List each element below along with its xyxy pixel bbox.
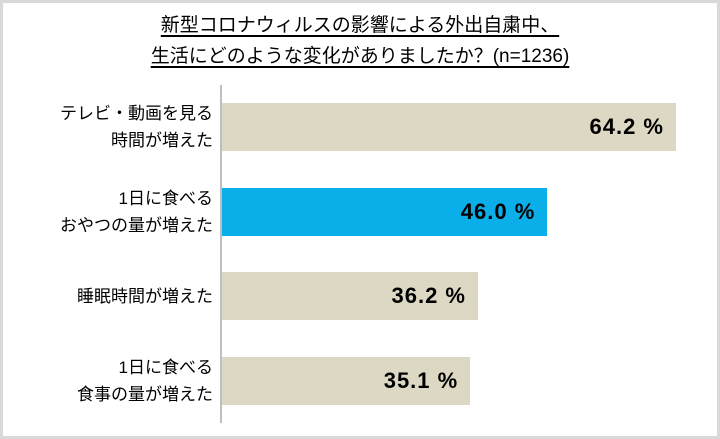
bar-cell: 36.2 %	[222, 272, 717, 321]
bar-cell: 46.0 %	[222, 187, 717, 236]
chart-title-line-2: 生活にどのような変化がありましたか？(n=1236)	[3, 41, 717, 72]
bar: 36.2 %	[222, 272, 478, 321]
bar-cell: 64.2 %	[222, 103, 717, 152]
value-label: 46.0 %	[460, 198, 536, 224]
bar: 64.2 %	[222, 103, 676, 152]
chart-title-text-1: 新型コロナウィルスの影響による外出自粛中、	[160, 15, 560, 36]
bar-cell: 35.1 %	[222, 356, 717, 405]
category-label: 1日に食べる 食事の量が増えた	[77, 357, 213, 404]
value-label: 35.1 %	[383, 367, 459, 393]
category-label: 睡眠時間が増えた	[77, 286, 213, 306]
bar: 35.1 %	[222, 356, 471, 405]
value-label: 36.2 %	[391, 283, 466, 309]
chart-row: 1日に食べる 食事の量が増えた 35.1 %	[3, 339, 717, 424]
chart-title-text-2: 生活にどのような変化がありましたか？(n=1236)	[150, 46, 570, 67]
chart-row: テレビ・動画を見る 時間が増えた 64.2 %	[3, 85, 717, 170]
chart-row: 睡眠時間が増えた 36.2 %	[3, 254, 717, 339]
category-axis-line	[220, 85, 222, 423]
bar-rows-container: テレビ・動画を見る 時間が増えた 64.2 % 1日に食べる おやつの量が増えた 4…	[3, 85, 717, 423]
bar: 46.0 %	[222, 187, 548, 236]
category-label: テレビ・動画を見る 時間が増えた	[60, 104, 213, 151]
category-label: 1日に食べる おやつの量が増えた	[60, 188, 213, 235]
chart-title-line-1: 新型コロナウィルスの影響による外出自粛中、	[3, 10, 717, 41]
value-label: 64.2 %	[589, 114, 664, 140]
plot-area: テレビ・動画を見る 時間が増えた 64.2 % 1日に食べる おやつの量が増えた 4…	[3, 85, 717, 423]
chart-row: 1日に食べる おやつの量が増えた 46.0 %	[3, 170, 717, 255]
chart-title: 新型コロナウィルスの影響による外出自粛中、 生活にどのような変化がありましたか？…	[3, 3, 717, 72]
